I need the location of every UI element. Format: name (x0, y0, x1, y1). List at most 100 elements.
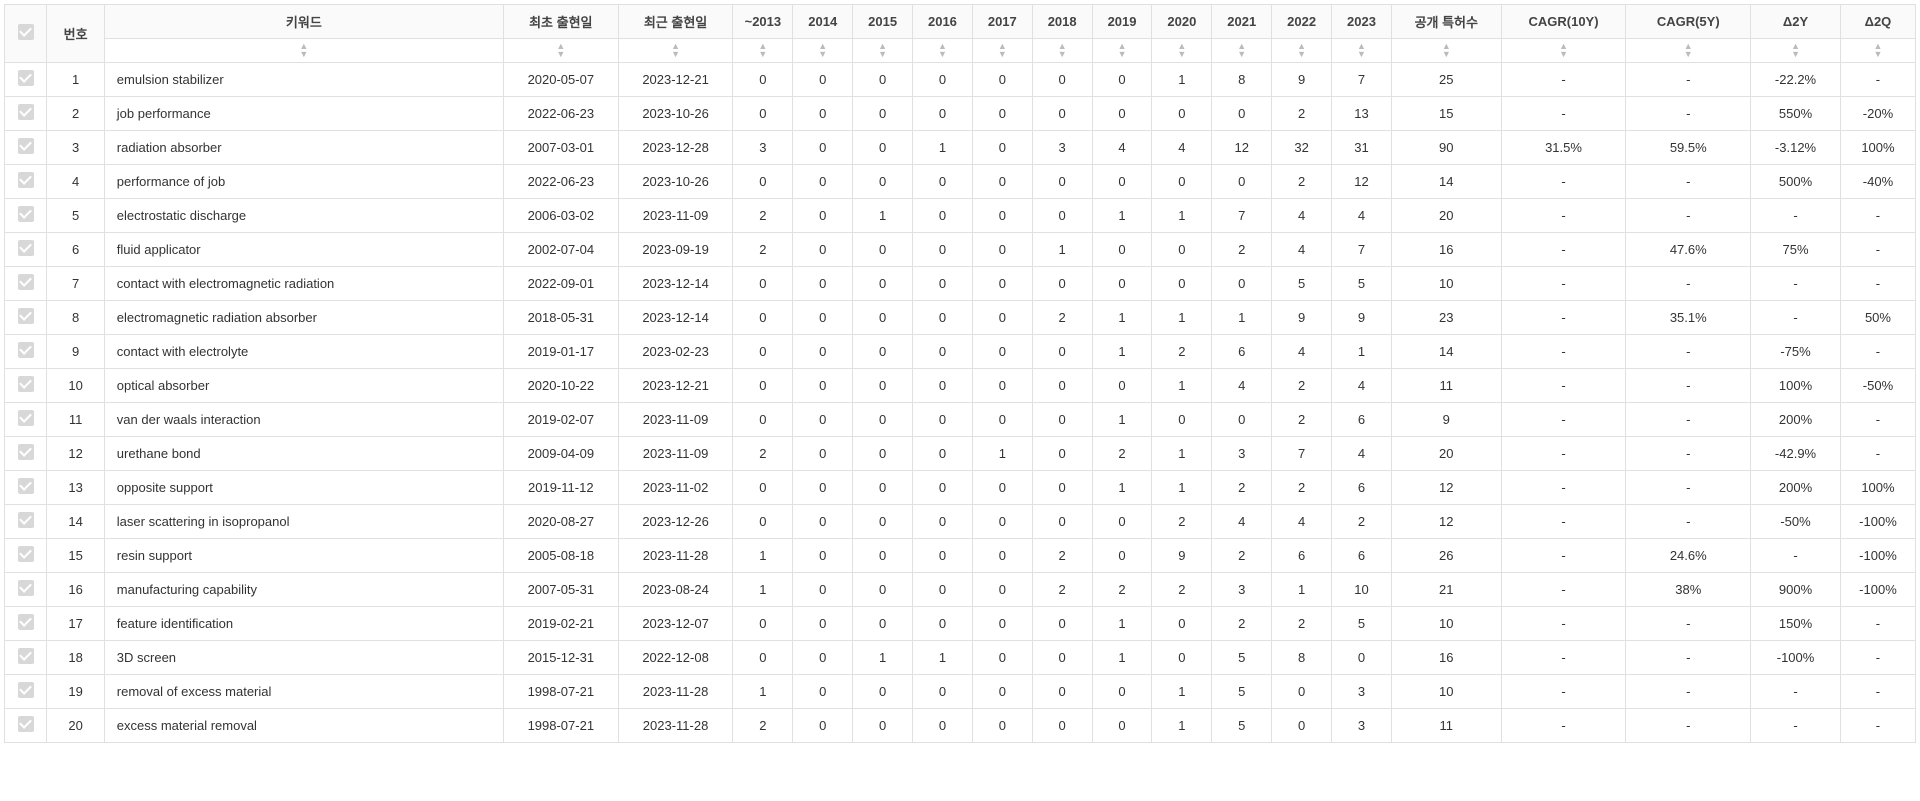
checkbox-icon[interactable] (18, 512, 34, 528)
table-row[interactable]: 17feature identification2019-02-212023-1… (5, 607, 1916, 641)
sort-icon[interactable]: ▲▼ (556, 42, 565, 58)
sort-last-date[interactable]: ▲▼ (618, 39, 733, 63)
sort-cagr5[interactable]: ▲▼ (1626, 39, 1751, 63)
checkbox-icon[interactable] (18, 342, 34, 358)
table-row[interactable]: 11van der waals interaction2019-02-07202… (5, 403, 1916, 437)
sort-icon[interactable]: ▲▼ (1442, 42, 1451, 58)
checkbox-icon[interactable] (18, 580, 34, 596)
col-y2013[interactable]: ~2013 (733, 5, 793, 39)
sort-d2q[interactable]: ▲▼ (1840, 39, 1915, 63)
checkbox-icon[interactable] (18, 206, 34, 222)
checkbox-icon[interactable] (18, 478, 34, 494)
sort-icon[interactable]: ▲▼ (1177, 42, 1186, 58)
sort-icon[interactable]: ▲▼ (818, 42, 827, 58)
col-cagr10[interactable]: CAGR(10Y) (1501, 5, 1626, 39)
checkbox-icon[interactable] (18, 716, 34, 732)
col-pub-count[interactable]: 공개 특허수 (1391, 5, 1501, 39)
col-keyword[interactable]: 키워드 (104, 5, 503, 39)
checkbox-icon[interactable] (18, 410, 34, 426)
sort-y2020[interactable]: ▲▼ (1152, 39, 1212, 63)
select-all-header[interactable] (5, 5, 47, 63)
col-num[interactable]: 번호 (47, 5, 104, 63)
sort-y2017[interactable]: ▲▼ (972, 39, 1032, 63)
row-checkbox-cell[interactable] (5, 369, 47, 403)
row-checkbox-cell[interactable] (5, 403, 47, 437)
table-row[interactable]: 5electrostatic discharge2006-03-022023-1… (5, 199, 1916, 233)
table-row[interactable]: 6fluid applicator2002-07-042023-09-19200… (5, 233, 1916, 267)
sort-icon[interactable]: ▲▼ (938, 42, 947, 58)
col-first-date[interactable]: 최초 출현일 (503, 5, 618, 39)
sort-y2013[interactable]: ▲▼ (733, 39, 793, 63)
row-checkbox-cell[interactable] (5, 709, 47, 743)
sort-first-date[interactable]: ▲▼ (503, 39, 618, 63)
sort-d2y[interactable]: ▲▼ (1751, 39, 1841, 63)
sort-icon[interactable]: ▲▼ (1058, 42, 1067, 58)
table-row[interactable]: 12urethane bond2009-04-092023-11-0920001… (5, 437, 1916, 471)
sort-y2023[interactable]: ▲▼ (1332, 39, 1392, 63)
col-y2015[interactable]: 2015 (853, 5, 913, 39)
checkbox-icon[interactable] (18, 70, 34, 86)
checkbox-icon[interactable] (18, 376, 34, 392)
checkbox-icon[interactable] (18, 138, 34, 154)
col-y2022[interactable]: 2022 (1272, 5, 1332, 39)
sort-icon[interactable]: ▲▼ (1357, 42, 1366, 58)
sort-y2015[interactable]: ▲▼ (853, 39, 913, 63)
row-checkbox-cell[interactable] (5, 641, 47, 675)
sort-icon[interactable]: ▲▼ (1791, 42, 1800, 58)
table-row[interactable]: 19removal of excess material1998-07-2120… (5, 675, 1916, 709)
sort-icon[interactable]: ▲▼ (998, 42, 1007, 58)
col-y2017[interactable]: 2017 (972, 5, 1032, 39)
row-checkbox-cell[interactable] (5, 97, 47, 131)
checkbox-icon[interactable] (18, 444, 34, 460)
sort-pub-count[interactable]: ▲▼ (1391, 39, 1501, 63)
sort-y2019[interactable]: ▲▼ (1092, 39, 1152, 63)
checkbox-icon[interactable] (18, 274, 34, 290)
table-row[interactable]: 2job performance2022-06-232023-10-260000… (5, 97, 1916, 131)
table-row[interactable]: 3radiation absorber2007-03-012023-12-283… (5, 131, 1916, 165)
row-checkbox-cell[interactable] (5, 165, 47, 199)
checkbox-icon[interactable] (18, 104, 34, 120)
row-checkbox-cell[interactable] (5, 437, 47, 471)
sort-icon[interactable]: ▲▼ (1237, 42, 1246, 58)
row-checkbox-cell[interactable] (5, 505, 47, 539)
row-checkbox-cell[interactable] (5, 573, 47, 607)
col-y2021[interactable]: 2021 (1212, 5, 1272, 39)
table-row[interactable]: 16manufacturing capability2007-05-312023… (5, 573, 1916, 607)
sort-icon[interactable]: ▲▼ (878, 42, 887, 58)
row-checkbox-cell[interactable] (5, 675, 47, 709)
row-checkbox-cell[interactable] (5, 539, 47, 573)
row-checkbox-cell[interactable] (5, 267, 47, 301)
checkbox-icon[interactable] (18, 648, 34, 664)
col-y2014[interactable]: 2014 (793, 5, 853, 39)
table-row[interactable]: 13opposite support2019-11-122023-11-0200… (5, 471, 1916, 505)
table-row[interactable]: 20excess material removal1998-07-212023-… (5, 709, 1916, 743)
row-checkbox-cell[interactable] (5, 335, 47, 369)
col-last-date[interactable]: 최근 출현일 (618, 5, 733, 39)
table-row[interactable]: 183D screen2015-12-312022-12-08001100105… (5, 641, 1916, 675)
checkbox-icon[interactable] (18, 172, 34, 188)
col-y2019[interactable]: 2019 (1092, 5, 1152, 39)
sort-keyword[interactable]: ▲▼ (104, 39, 503, 63)
sort-icon[interactable]: ▲▼ (1559, 42, 1568, 58)
sort-icon[interactable]: ▲▼ (1297, 42, 1306, 58)
col-d2q[interactable]: Δ2Q (1840, 5, 1915, 39)
table-row[interactable]: 4performance of job2022-06-232023-10-260… (5, 165, 1916, 199)
checkbox-icon[interactable] (18, 24, 34, 40)
sort-cagr10[interactable]: ▲▼ (1501, 39, 1626, 63)
sort-y2014[interactable]: ▲▼ (793, 39, 853, 63)
checkbox-icon[interactable] (18, 308, 34, 324)
checkbox-icon[interactable] (18, 682, 34, 698)
row-checkbox-cell[interactable] (5, 301, 47, 335)
sort-y2022[interactable]: ▲▼ (1272, 39, 1332, 63)
sort-icon[interactable]: ▲▼ (1118, 42, 1127, 58)
row-checkbox-cell[interactable] (5, 63, 47, 97)
col-y2018[interactable]: 2018 (1032, 5, 1092, 39)
row-checkbox-cell[interactable] (5, 131, 47, 165)
table-row[interactable]: 10optical absorber2020-10-222023-12-2100… (5, 369, 1916, 403)
checkbox-icon[interactable] (18, 240, 34, 256)
table-row[interactable]: 8electromagnetic radiation absorber2018-… (5, 301, 1916, 335)
col-cagr5[interactable]: CAGR(5Y) (1626, 5, 1751, 39)
row-checkbox-cell[interactable] (5, 607, 47, 641)
sort-y2016[interactable]: ▲▼ (913, 39, 973, 63)
table-row[interactable]: 15resin support2005-08-182023-11-2810000… (5, 539, 1916, 573)
